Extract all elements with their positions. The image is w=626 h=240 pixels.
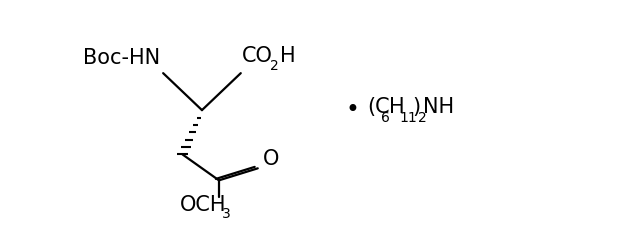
Text: 2: 2: [418, 110, 426, 125]
Text: Boc-HN: Boc-HN: [83, 48, 160, 68]
Text: 3: 3: [222, 207, 230, 221]
Text: H: H: [280, 46, 295, 66]
Text: 11: 11: [399, 110, 417, 125]
Text: 2: 2: [270, 59, 279, 73]
Text: OCH: OCH: [180, 195, 227, 215]
Text: ): ): [412, 97, 420, 117]
Text: •: •: [346, 98, 359, 122]
Text: (C: (C: [367, 97, 389, 117]
Text: NH: NH: [423, 97, 454, 117]
Text: 6: 6: [381, 110, 391, 125]
Text: CO: CO: [242, 46, 273, 66]
Text: O: O: [262, 149, 279, 169]
Text: H: H: [389, 97, 404, 117]
